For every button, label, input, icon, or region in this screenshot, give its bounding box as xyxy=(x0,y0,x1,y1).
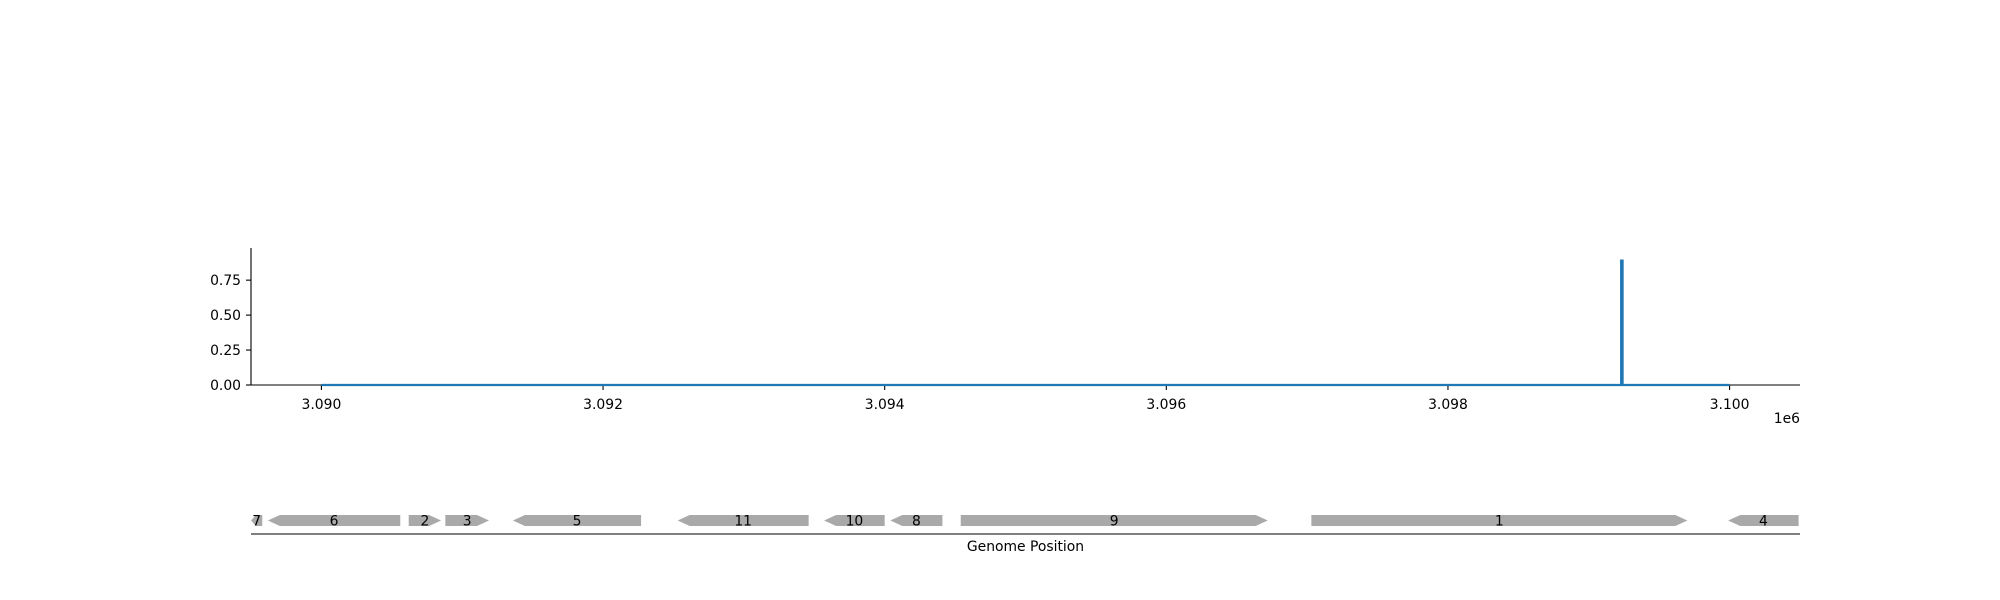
gene-arrow-11 xyxy=(677,515,809,526)
gene-label-4: 4 xyxy=(1759,514,1768,530)
x-tick-label: 3.100 xyxy=(1710,397,1750,413)
gene-arrow-8 xyxy=(890,515,943,526)
gene-label-11: 11 xyxy=(734,514,752,530)
gene-label-3: 3 xyxy=(463,514,472,530)
x-tick-label: 3.092 xyxy=(583,397,623,413)
gene-label-6: 6 xyxy=(330,514,339,530)
gene-arrow-6 xyxy=(267,515,401,526)
y-tick-label: 0.00 xyxy=(210,378,241,394)
x-axis-offset-label: 1e6 xyxy=(1774,411,1800,427)
gene-arrow-10 xyxy=(824,515,885,526)
gene-arrow-4 xyxy=(1728,515,1799,526)
gene-label-8: 8 xyxy=(912,514,921,530)
y-tick-label: 0.25 xyxy=(210,343,241,359)
y-tick-label: 0.75 xyxy=(210,273,241,289)
x-tick-label: 3.090 xyxy=(302,397,342,413)
gene-label-7: 7 xyxy=(252,514,261,530)
gene-label-2: 2 xyxy=(420,514,429,530)
coverage-line xyxy=(321,259,1730,387)
coverage-series xyxy=(321,259,1730,387)
coverage-plot-axes: 0.000.250.500.75 3.090 3.092 3.094 3.096 3.0… xyxy=(210,248,1800,427)
gene-arrow-9 xyxy=(960,515,1268,526)
gene-arrow-3 xyxy=(445,515,489,526)
x-tick-label: 3.094 xyxy=(865,397,905,413)
gene-track: 7 6 2 3 5 11 10 8 9 1 4 xyxy=(251,514,1799,530)
x-tick-label: 3.098 xyxy=(1428,397,1468,413)
y-axis-ticks: 0.00 0.25 0.50 0.75 xyxy=(210,273,251,394)
gene-label-5: 5 xyxy=(573,514,582,530)
gene-arrow-1 xyxy=(1311,515,1688,526)
gene-track-axes: 7 6 2 3 5 11 10 8 9 1 4 Genome Position xyxy=(251,514,1800,555)
gene-label-10: 10 xyxy=(846,514,864,530)
gene-label-1: 1 xyxy=(1495,514,1504,530)
x-tick-label: 3.096 xyxy=(1146,397,1186,413)
gene-arrow-2 xyxy=(408,515,442,526)
x-axis-ticks: 3.090 3.092 3.094 3.096 3.098 3.100 xyxy=(302,385,1750,413)
gene-label-9: 9 xyxy=(1110,514,1119,530)
x-axis-title: Genome Position xyxy=(967,539,1084,555)
gene-arrow-7 xyxy=(251,515,263,526)
gene-arrow-5 xyxy=(512,515,642,526)
y-tick-label: 0.50 xyxy=(210,308,241,324)
